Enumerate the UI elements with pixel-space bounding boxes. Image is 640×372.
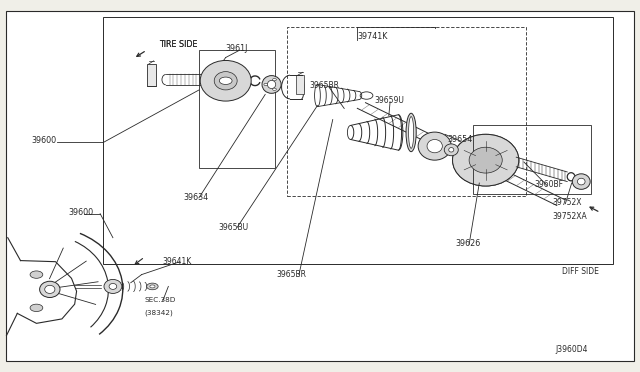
Text: 39741K: 39741K — [357, 32, 387, 41]
Ellipse shape — [406, 113, 416, 152]
Ellipse shape — [572, 174, 590, 189]
Ellipse shape — [469, 147, 502, 173]
Ellipse shape — [214, 72, 237, 90]
Text: 3960BF: 3960BF — [534, 180, 563, 189]
Text: 3961J: 3961J — [226, 44, 248, 53]
Circle shape — [220, 77, 232, 84]
Text: TIRE SIDE: TIRE SIDE — [159, 41, 198, 49]
Circle shape — [147, 283, 158, 290]
Text: TIRE SIDE: TIRE SIDE — [159, 41, 198, 49]
Text: 3965BR: 3965BR — [276, 270, 307, 279]
Text: 39626: 39626 — [455, 239, 481, 248]
Text: 3965BR: 3965BR — [310, 81, 340, 90]
Ellipse shape — [427, 140, 442, 153]
Ellipse shape — [408, 116, 413, 148]
Bar — [147, 64, 156, 86]
Text: 39659U: 39659U — [374, 96, 404, 105]
Text: 39654: 39654 — [447, 135, 473, 144]
Text: 39752XA: 39752XA — [552, 212, 588, 221]
Ellipse shape — [109, 283, 116, 289]
Text: 39634: 39634 — [183, 193, 208, 202]
Text: DIFF SIDE: DIFF SIDE — [562, 267, 599, 276]
Text: (38342): (38342) — [145, 309, 173, 315]
Bar — [103, 17, 613, 264]
Text: 39641K: 39641K — [162, 257, 191, 266]
Ellipse shape — [104, 279, 122, 294]
Ellipse shape — [40, 281, 60, 298]
Text: 39600: 39600 — [68, 208, 93, 217]
Bar — [199, 50, 275, 168]
Ellipse shape — [200, 61, 251, 101]
Circle shape — [30, 271, 43, 278]
Circle shape — [273, 78, 276, 81]
Bar — [287, 27, 526, 196]
Ellipse shape — [577, 178, 585, 185]
Ellipse shape — [418, 132, 451, 160]
Ellipse shape — [449, 148, 454, 152]
Text: SEC.38D: SEC.38D — [145, 297, 176, 303]
Bar — [473, 125, 591, 194]
Text: 39752X: 39752X — [552, 198, 582, 207]
Ellipse shape — [45, 285, 55, 294]
Text: 3965BU: 3965BU — [218, 223, 248, 232]
Circle shape — [273, 88, 276, 90]
Circle shape — [30, 304, 43, 311]
Ellipse shape — [268, 80, 276, 89]
Circle shape — [264, 83, 268, 86]
Text: 39600: 39600 — [31, 137, 56, 145]
Bar — [296, 75, 304, 94]
Ellipse shape — [262, 76, 281, 93]
Text: J3960D4: J3960D4 — [555, 345, 588, 354]
Ellipse shape — [444, 144, 458, 156]
Circle shape — [150, 285, 155, 288]
Ellipse shape — [452, 134, 519, 186]
